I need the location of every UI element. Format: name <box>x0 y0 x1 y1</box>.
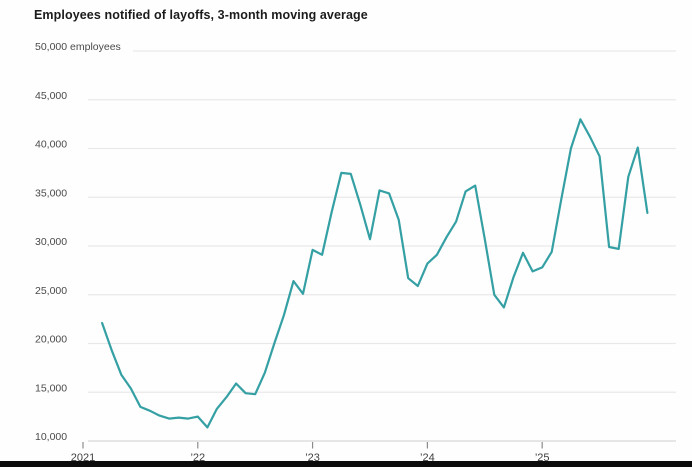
bottom-black-bar <box>0 461 692 467</box>
y-axis-tick-label: 50,000 employees <box>35 41 121 53</box>
y-axis-tick-label: 10,000 <box>35 431 67 443</box>
y-axis-tick-label: 25,000 <box>35 285 67 297</box>
y-axis-tick-label: 35,000 <box>35 187 67 199</box>
y-axis-tick-label: 20,000 <box>35 334 67 346</box>
y-axis-tick-label: 45,000 <box>35 90 67 102</box>
chart-title: Employees notified of layoffs, 3-month m… <box>34 8 368 22</box>
y-axis-tick-label: 15,000 <box>35 382 67 394</box>
data-line <box>101 118 649 429</box>
y-axis-tick-label: 30,000 <box>35 236 67 248</box>
y-axis-tick-label: 40,000 <box>35 139 67 151</box>
